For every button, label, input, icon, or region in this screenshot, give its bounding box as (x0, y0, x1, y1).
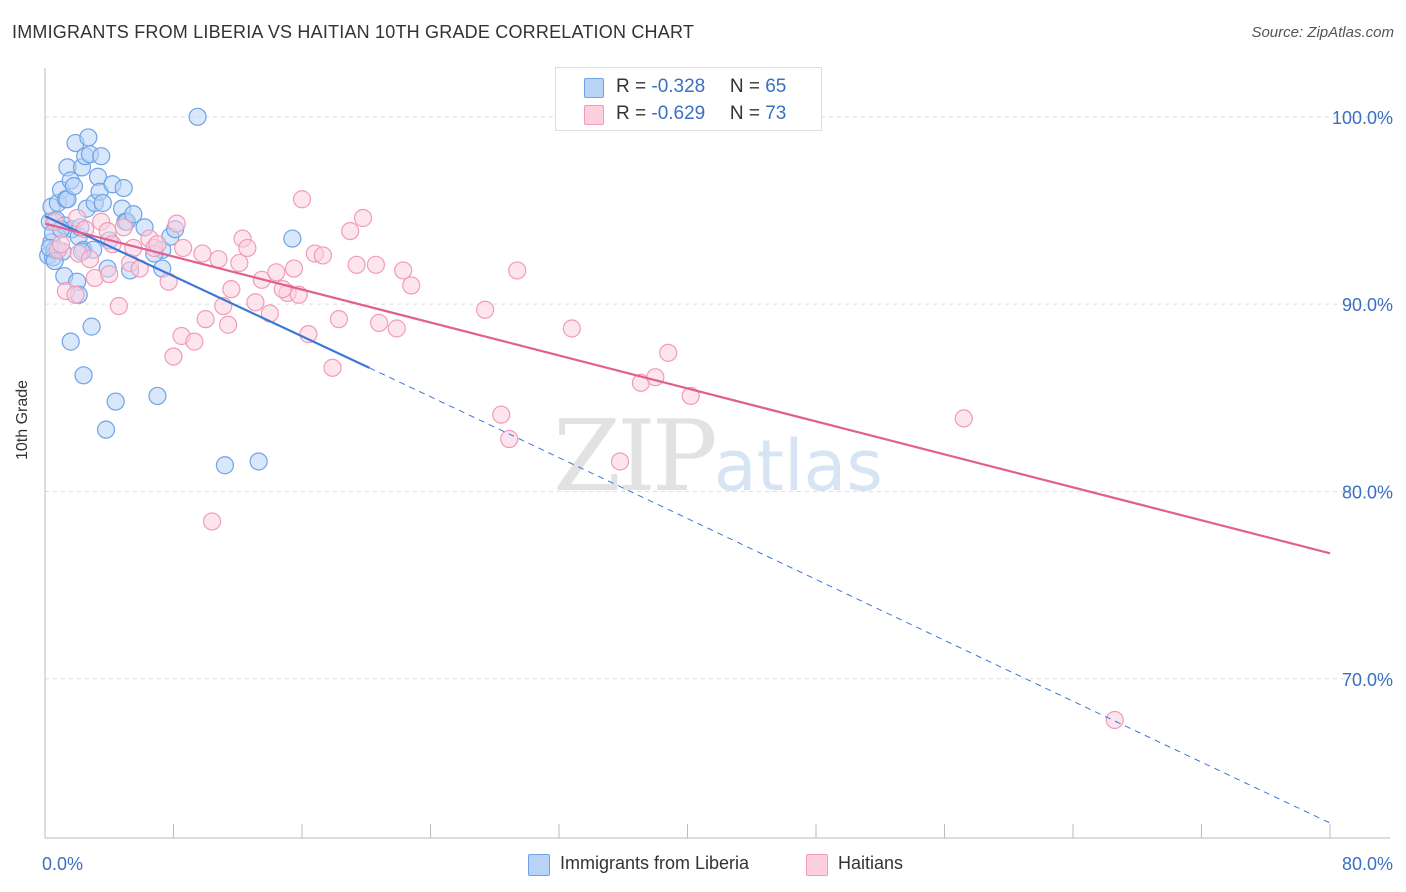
legend-label-haitians: Haitians (838, 853, 904, 873)
stats-n-value: 65 (765, 76, 787, 97)
y-axis-label: 10th Grade (14, 379, 31, 460)
stats-text-haitians: R = -0.629 N = 73 (616, 103, 786, 125)
liberia-point (188, 107, 207, 126)
liberia-point (61, 332, 80, 351)
watermark: ZIPatlas (553, 400, 883, 514)
haitian-point (347, 255, 366, 274)
liberia-point (106, 392, 125, 411)
haitian-point (174, 238, 193, 258)
haitian-point (202, 512, 222, 531)
haitian-point (323, 358, 342, 377)
haitian-point (954, 409, 973, 428)
haitian-point (238, 238, 257, 258)
haitian-point (659, 343, 678, 362)
y-tick-label: 80.0% (1342, 482, 1393, 502)
haitian-point (219, 315, 238, 334)
x-tick-label: 0.0% (42, 854, 83, 874)
haitian-point (246, 293, 265, 312)
haitian-point (341, 221, 360, 241)
haitian-point (209, 250, 228, 269)
haitian-point (1105, 710, 1124, 730)
stats-n-label: N = (729, 103, 766, 124)
liberia-point (74, 366, 93, 385)
liberia-point (215, 456, 234, 475)
haitian-point (80, 250, 100, 269)
haitian-point (167, 214, 186, 233)
watermark-atlas: atlas (713, 425, 883, 507)
watermark-zip: ZIP (553, 400, 718, 514)
liberia-point (148, 386, 167, 406)
liberia-point (283, 229, 302, 248)
haitian-point (100, 265, 119, 284)
x-tick-label: 80.0% (1342, 854, 1393, 874)
haitian-trend-line (44, 222, 1331, 555)
source-label: Source: ZipAtlas.com (1251, 24, 1394, 41)
legend: Immigrants from Liberia Haitians (0, 852, 1406, 878)
haitian-point (402, 276, 421, 295)
stats-row-liberia: R = -0.328 N = 65 (556, 74, 821, 100)
stats-text-liberia: R = -0.328 N = 65 (616, 76, 786, 98)
haitian-point (353, 208, 373, 228)
haitian-point (366, 255, 385, 274)
stats-r-label: R = (616, 76, 652, 97)
liberia-point (93, 193, 112, 213)
haitian-point (681, 386, 700, 406)
haitian-point (313, 246, 332, 265)
liberia-point (79, 128, 98, 147)
haitian-point (370, 313, 389, 332)
haitian-point (610, 452, 630, 471)
haitian-point (193, 244, 212, 263)
haitian-point (267, 263, 286, 282)
haitian-point (646, 368, 665, 387)
y-tick-label: 100.0% (1332, 108, 1393, 128)
liberia-point (82, 317, 101, 336)
haitian-point (387, 319, 406, 338)
haitian-point (500, 429, 519, 449)
haitian-point (164, 347, 183, 366)
liberia-point (114, 178, 133, 198)
stats-r-label: R = (616, 103, 652, 124)
haitian-point (394, 261, 413, 280)
y-tick-label: 90.0% (1342, 295, 1393, 315)
haitian-point (230, 253, 249, 273)
liberia-point (92, 147, 111, 166)
haitian-point (185, 332, 204, 351)
haitian-point (284, 259, 304, 278)
legend-swatch-haitians (806, 854, 828, 876)
legend-swatch-liberia (528, 854, 550, 876)
chart-title: IMMIGRANTS FROM LIBERIA VS HAITIAN 10TH … (12, 22, 695, 42)
haitian-point (562, 319, 581, 338)
haitian-point (329, 310, 349, 329)
stats-swatch-haitians (584, 105, 604, 125)
liberia-trend-extension (369, 367, 1331, 824)
haitian-point (114, 218, 133, 237)
liberia-point (64, 177, 84, 196)
haitian-point (109, 296, 128, 316)
haitian-point (222, 280, 241, 299)
liberia-point (124, 205, 143, 224)
stats-r-value: -0.629 (651, 103, 706, 124)
liberia-point (96, 420, 116, 439)
liberia-trend-line (44, 215, 370, 369)
stats-r-value: -0.328 (651, 76, 706, 97)
haitian-point (196, 310, 215, 329)
stats-swatch-liberia (584, 78, 604, 98)
stats-n-label: N = (729, 76, 766, 97)
liberia-point (249, 452, 268, 471)
legend-label-liberia: Immigrants from Liberia (560, 853, 750, 873)
stats-box: R = -0.328 N = 65 R = -0.629 N = 73 (555, 67, 822, 131)
haitian-point (508, 261, 527, 280)
stats-n-value: 73 (765, 103, 787, 124)
haitian-point (51, 235, 71, 254)
y-tick-label: 70.0% (1342, 670, 1393, 690)
haitian-point (476, 300, 495, 319)
haitian-point (492, 405, 511, 424)
haitian-point (66, 285, 85, 304)
haitian-point (292, 190, 312, 209)
stats-row-haitians: R = -0.629 N = 73 (556, 101, 821, 127)
